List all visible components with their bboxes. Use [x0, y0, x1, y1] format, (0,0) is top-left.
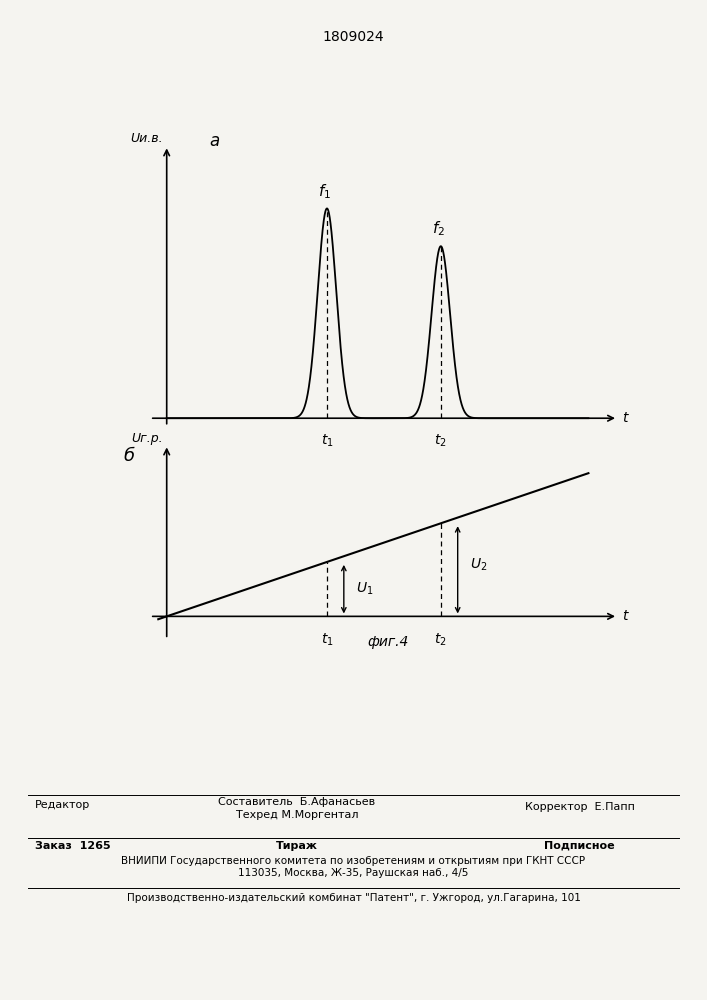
Text: Составитель  Б.Афанасьев: Составитель Б.Афанасьев: [218, 797, 375, 807]
Text: $t_1$: $t_1$: [320, 632, 333, 648]
Text: 113035, Москва, Ж-35, Раушская наб., 4/5: 113035, Москва, Ж-35, Раушская наб., 4/5: [238, 868, 469, 878]
Text: б: б: [124, 447, 135, 465]
Text: Uг.р.: Uг.р.: [131, 432, 163, 445]
Text: t: t: [622, 609, 628, 623]
Text: Техред М.Моргентал: Техред М.Моргентал: [235, 810, 358, 820]
Text: 1809024: 1809024: [322, 30, 385, 44]
Text: $t_1$: $t_1$: [320, 433, 333, 449]
Text: фиг.4: фиг.4: [368, 635, 409, 649]
Text: $f_1$: $f_1$: [318, 182, 332, 201]
Text: Uи.в.: Uи.в.: [130, 132, 163, 145]
Text: ВНИИПИ Государственного комитета по изобретениям и открытиям при ГКНТ СССР: ВНИИПИ Государственного комитета по изоб…: [122, 856, 585, 866]
Text: $t_2$: $t_2$: [435, 632, 447, 648]
Text: t: t: [622, 411, 628, 425]
Text: Корректор  Е.Папп: Корректор Е.Папп: [525, 802, 635, 812]
Text: $t_2$: $t_2$: [435, 433, 447, 449]
Text: $U_1$: $U_1$: [356, 581, 374, 597]
Text: Производственно-издательский комбинат "Патент", г. Ужгород, ул.Гагарина, 101: Производственно-издательский комбинат "П…: [127, 893, 580, 903]
Text: Редактор: Редактор: [35, 800, 90, 810]
Text: $f_2$: $f_2$: [432, 220, 445, 238]
Text: Заказ  1265: Заказ 1265: [35, 841, 111, 851]
Text: $U_2$: $U_2$: [470, 557, 488, 573]
Text: а: а: [209, 132, 219, 150]
Text: Подписное: Подписное: [544, 841, 615, 851]
Text: Тираж: Тираж: [276, 841, 318, 851]
